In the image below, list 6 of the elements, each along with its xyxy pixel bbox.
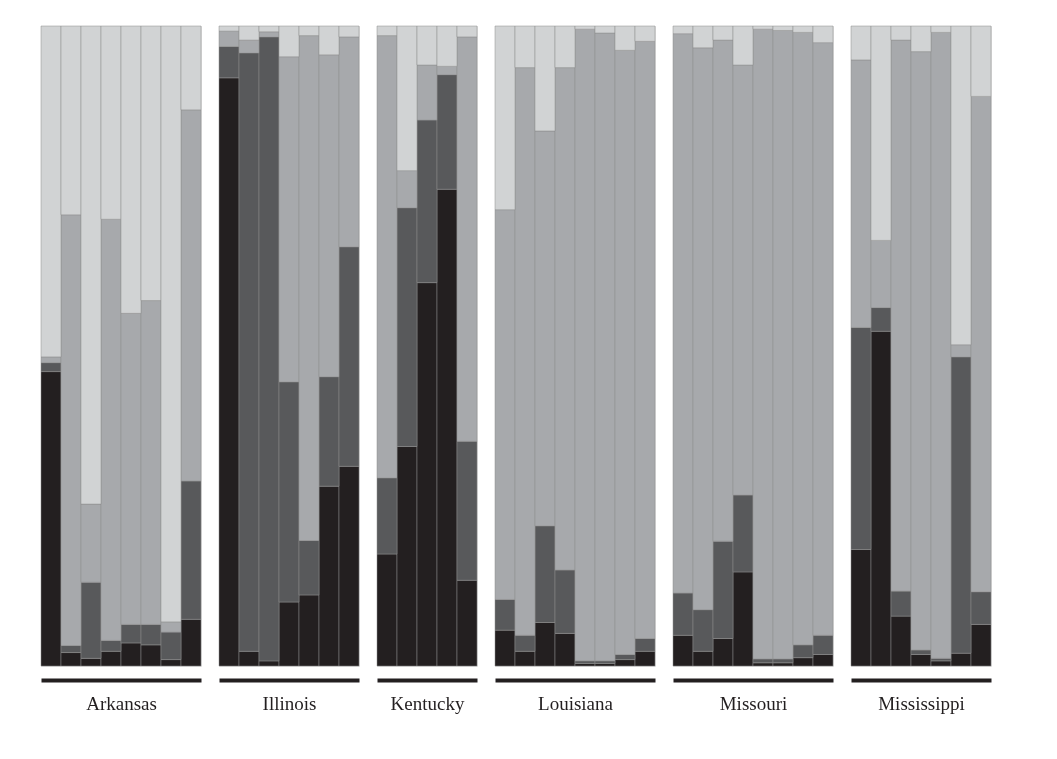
x-axis-title: Kentucky <box>390 692 465 714</box>
x-axis-title: Arkansas <box>86 692 157 714</box>
x-axis-title: Missouri <box>719 692 788 714</box>
x-axis-title: Illinois <box>262 692 317 714</box>
x-axis-title: Louisiana <box>538 692 614 714</box>
x-axis-title: Mississippi <box>878 692 965 714</box>
